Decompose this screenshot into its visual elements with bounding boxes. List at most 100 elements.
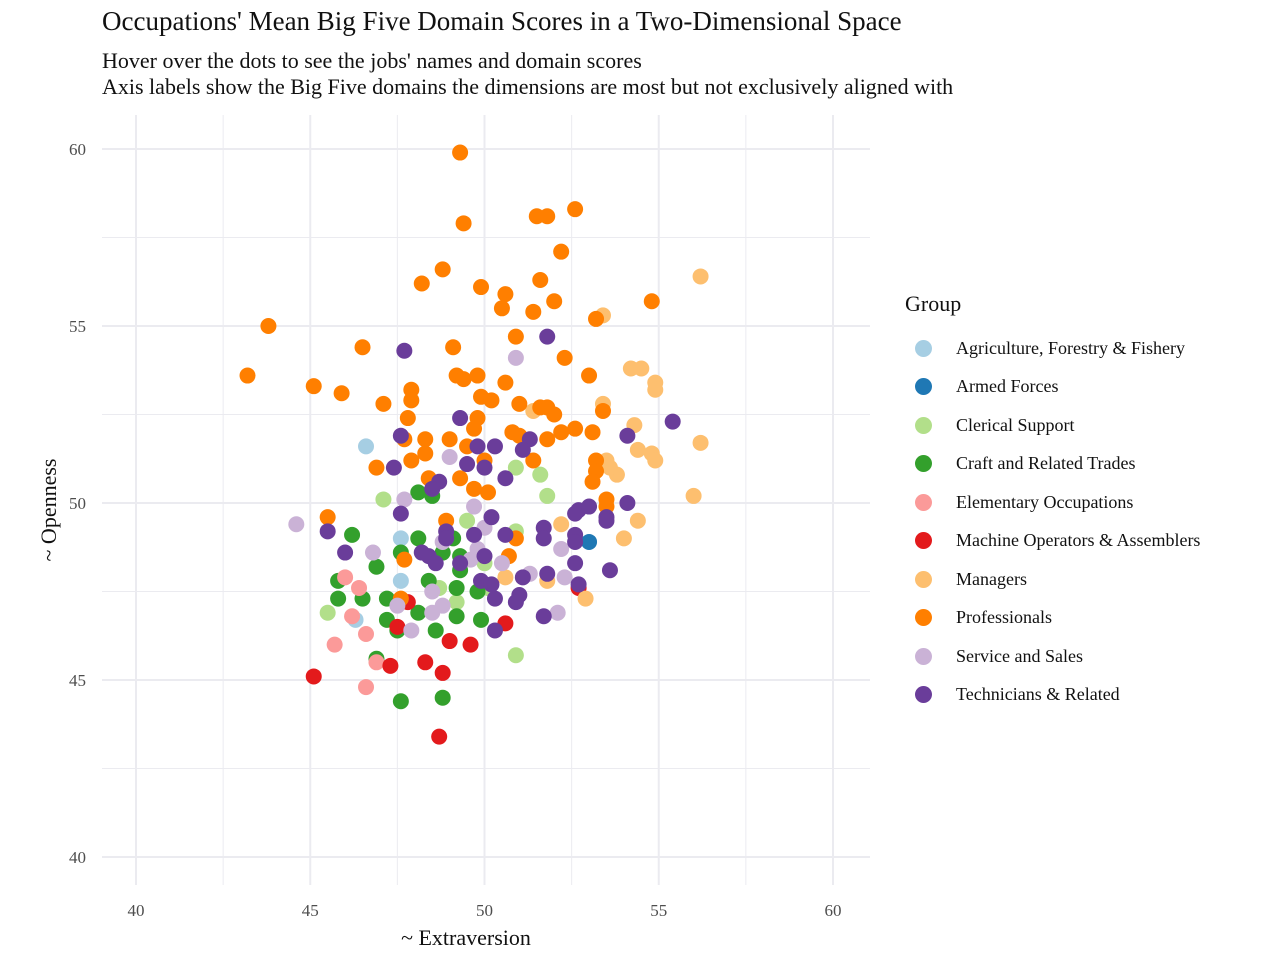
data-point[interactable] bbox=[305, 668, 322, 685]
data-point[interactable] bbox=[448, 594, 465, 611]
data-point[interactable] bbox=[417, 654, 434, 671]
data-point[interactable] bbox=[389, 618, 406, 635]
data-point[interactable] bbox=[615, 530, 632, 547]
data-point[interactable] bbox=[549, 604, 566, 621]
data-point[interactable] bbox=[466, 498, 483, 515]
data-point[interactable] bbox=[497, 569, 514, 586]
data-point[interactable] bbox=[476, 459, 493, 476]
data-point[interactable] bbox=[358, 625, 375, 642]
data-point[interactable] bbox=[410, 530, 427, 547]
data-point[interactable] bbox=[692, 434, 709, 451]
data-point[interactable] bbox=[403, 622, 420, 639]
data-point[interactable] bbox=[546, 293, 563, 310]
data-point[interactable] bbox=[570, 576, 587, 593]
data-point[interactable] bbox=[368, 558, 385, 575]
data-point[interactable] bbox=[567, 201, 584, 218]
data-point[interactable] bbox=[497, 526, 514, 543]
data-point[interactable] bbox=[441, 431, 458, 448]
data-point[interactable] bbox=[507, 594, 524, 611]
data-point[interactable] bbox=[664, 413, 681, 430]
data-point[interactable] bbox=[466, 526, 483, 543]
data-point[interactable] bbox=[469, 438, 486, 455]
data-point[interactable] bbox=[358, 679, 375, 696]
data-point[interactable] bbox=[556, 349, 573, 366]
data-point[interactable] bbox=[452, 555, 469, 572]
data-point[interactable] bbox=[535, 608, 552, 625]
data-point[interactable] bbox=[601, 562, 618, 579]
data-point[interactable] bbox=[497, 470, 514, 487]
data-point[interactable] bbox=[493, 300, 510, 317]
data-point[interactable] bbox=[354, 339, 371, 356]
legend-item[interactable]: Machine Operators & Assemblers bbox=[915, 529, 1200, 553]
data-point[interactable] bbox=[358, 438, 375, 455]
data-point[interactable] bbox=[514, 569, 531, 586]
data-point[interactable] bbox=[427, 555, 444, 572]
data-point[interactable] bbox=[434, 689, 451, 706]
data-point[interactable] bbox=[581, 498, 598, 515]
data-point[interactable] bbox=[448, 608, 465, 625]
data-point[interactable] bbox=[633, 360, 650, 377]
data-point[interactable] bbox=[368, 459, 385, 476]
data-point[interactable] bbox=[476, 548, 493, 565]
data-point[interactable] bbox=[368, 654, 385, 671]
data-point[interactable] bbox=[337, 544, 354, 561]
data-point[interactable] bbox=[392, 505, 409, 522]
data-point[interactable] bbox=[594, 402, 611, 419]
data-point[interactable] bbox=[375, 491, 392, 508]
data-point[interactable] bbox=[643, 293, 660, 310]
data-point[interactable] bbox=[539, 487, 556, 504]
data-point[interactable] bbox=[403, 392, 420, 409]
data-point[interactable] bbox=[375, 395, 392, 412]
data-point[interactable] bbox=[399, 410, 416, 427]
data-point[interactable] bbox=[434, 261, 451, 278]
data-point[interactable] bbox=[507, 349, 524, 366]
data-point[interactable] bbox=[459, 512, 476, 529]
data-point[interactable] bbox=[410, 484, 427, 501]
data-point[interactable] bbox=[685, 487, 702, 504]
legend-item[interactable]: Armed Forces bbox=[915, 375, 1058, 399]
data-point[interactable] bbox=[507, 647, 524, 664]
data-point[interactable] bbox=[469, 367, 486, 384]
data-point[interactable] bbox=[319, 604, 336, 621]
data-point[interactable] bbox=[424, 583, 441, 600]
data-point[interactable] bbox=[392, 572, 409, 589]
data-point[interactable] bbox=[441, 448, 458, 465]
data-point[interactable] bbox=[584, 473, 601, 490]
data-point[interactable] bbox=[424, 480, 441, 497]
data-point[interactable] bbox=[455, 215, 472, 232]
data-point[interactable] bbox=[473, 279, 490, 296]
data-point[interactable] bbox=[396, 491, 413, 508]
data-point[interactable] bbox=[434, 664, 451, 681]
data-point[interactable] bbox=[507, 459, 524, 476]
data-point[interactable] bbox=[497, 286, 514, 303]
data-point[interactable] bbox=[396, 551, 413, 568]
data-point[interactable] bbox=[511, 395, 528, 412]
data-point[interactable] bbox=[483, 509, 500, 526]
data-point[interactable] bbox=[483, 392, 500, 409]
data-point[interactable] bbox=[403, 452, 420, 469]
data-point[interactable] bbox=[417, 445, 434, 462]
data-point[interactable] bbox=[525, 452, 542, 469]
data-point[interactable] bbox=[452, 470, 469, 487]
data-point[interactable] bbox=[392, 693, 409, 710]
data-point[interactable] bbox=[319, 509, 336, 526]
data-point[interactable] bbox=[514, 441, 531, 458]
data-point[interactable] bbox=[629, 441, 646, 458]
data-point[interactable] bbox=[584, 424, 601, 441]
data-point[interactable] bbox=[486, 438, 503, 455]
data-point[interactable] bbox=[546, 406, 563, 423]
data-point[interactable] bbox=[452, 144, 469, 161]
data-point[interactable] bbox=[483, 576, 500, 593]
data-point[interactable] bbox=[413, 275, 430, 292]
data-point[interactable] bbox=[647, 452, 664, 469]
data-point[interactable] bbox=[577, 590, 594, 607]
data-point[interactable] bbox=[466, 480, 483, 497]
data-point[interactable] bbox=[417, 431, 434, 448]
data-point[interactable] bbox=[619, 427, 636, 444]
data-point[interactable] bbox=[553, 541, 570, 558]
data-point[interactable] bbox=[382, 657, 399, 674]
data-point[interactable] bbox=[466, 420, 483, 437]
data-point[interactable] bbox=[567, 555, 584, 572]
data-point[interactable] bbox=[619, 495, 636, 511]
data-point[interactable] bbox=[427, 622, 444, 639]
